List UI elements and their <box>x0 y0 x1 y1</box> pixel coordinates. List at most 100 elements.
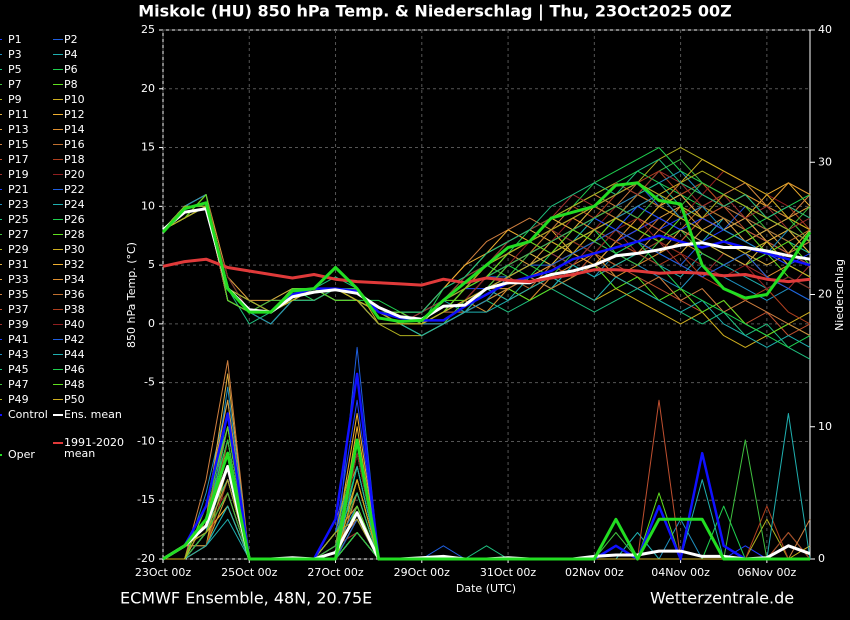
legend-label: P12 <box>64 108 85 121</box>
legend-label: P47 <box>8 378 29 391</box>
y-tick-label: 0 <box>148 317 155 330</box>
legend-label: P33 <box>8 273 29 286</box>
y2-tick-label: 20 <box>818 288 832 301</box>
legend-swatch <box>53 84 63 85</box>
legend-item: P37 <box>0 304 29 315</box>
legend-label: P15 <box>8 138 29 151</box>
legend-label: P49 <box>8 393 29 406</box>
legend-label: P26 <box>64 213 85 226</box>
legend-label: P29 <box>8 243 29 256</box>
legend-label: P1 <box>8 33 22 46</box>
legend-label: P7 <box>8 78 22 91</box>
legend-label: P17 <box>8 153 29 166</box>
legend-item: P42 <box>53 334 85 345</box>
legend-item: P49 <box>0 394 29 405</box>
legend-label: P28 <box>64 228 85 241</box>
legend-item: P12 <box>53 109 85 120</box>
legend-item: P25 <box>0 214 29 225</box>
legend-swatch <box>53 99 63 100</box>
legend-item: P29 <box>0 244 29 255</box>
legend-swatch <box>53 189 63 190</box>
legend-swatch <box>53 249 63 250</box>
y-tick-label: 10 <box>141 199 155 212</box>
legend-item: P31 <box>0 259 29 270</box>
chart-title: Miskolc (HU) 850 hPa Temp. & Niederschla… <box>138 2 732 22</box>
legend-label: P21 <box>8 183 29 196</box>
legend-item: P9 <box>0 94 22 105</box>
legend-swatch <box>0 99 2 100</box>
precip-line <box>162 465 810 560</box>
precip-line <box>163 452 810 560</box>
precip-line <box>163 465 810 560</box>
precip-line <box>162 438 810 561</box>
precip-line <box>163 452 811 560</box>
precip-line <box>163 452 810 560</box>
legend-item: P26 <box>53 214 85 225</box>
legend-label: P31 <box>8 258 29 271</box>
legend-item: P45 <box>0 364 29 375</box>
legend-swatch <box>53 324 63 325</box>
legend-swatch <box>0 369 2 370</box>
legend-item: P27 <box>0 229 29 240</box>
legend-swatch <box>53 159 63 160</box>
legend-swatch <box>0 69 2 70</box>
legend-item: P21 <box>0 184 29 195</box>
legend-item: P30 <box>53 244 85 255</box>
precip-line <box>163 465 810 560</box>
legend-item: P7 <box>0 79 22 90</box>
legend-label: P32 <box>64 258 85 271</box>
legend-item: P19 <box>0 169 29 180</box>
precip-line <box>163 399 810 560</box>
legend-item: P18 <box>53 154 85 165</box>
legend-label: P39 <box>8 318 29 331</box>
legend-label: Ens. mean <box>64 408 122 421</box>
legend-item: P36 <box>53 289 85 300</box>
legend-item: P33 <box>0 274 29 285</box>
legend-item: P38 <box>53 304 85 315</box>
legend-swatch <box>0 159 2 160</box>
legend-label: 1991-2020 mean <box>64 436 124 460</box>
legend-swatch <box>53 339 63 340</box>
legend-swatch <box>0 264 2 265</box>
legend-swatch <box>0 399 2 400</box>
legend-item: Oper <box>0 449 35 460</box>
legend-label: P14 <box>64 123 85 136</box>
legend-swatch <box>53 414 63 416</box>
legend-label: P23 <box>8 198 29 211</box>
legend-label: P34 <box>64 273 85 286</box>
legend-swatch <box>53 204 63 205</box>
legend-label: P45 <box>8 363 29 376</box>
legend-item: P14 <box>53 124 85 135</box>
legend-label: P3 <box>8 48 22 61</box>
temp-line <box>162 257 811 287</box>
legend-item: Control <box>0 409 48 420</box>
legend-item: P40 <box>53 319 85 330</box>
legend-label: P6 <box>64 63 78 76</box>
legend-swatch <box>0 219 2 220</box>
legend-label: P16 <box>64 138 85 151</box>
precip-line <box>162 465 810 560</box>
legend-label: P4 <box>64 48 78 61</box>
y-tick-label: -10 <box>137 434 155 447</box>
legend-label: P5 <box>8 63 22 76</box>
precip-line <box>163 399 810 560</box>
legend-label: P41 <box>8 333 29 346</box>
legend-item: P41 <box>0 334 29 345</box>
footer-left: ECMWF Ensemble, 48N, 20.75E <box>120 589 372 608</box>
legend-label: P30 <box>64 243 85 256</box>
x-axis-label: Date (UTC) <box>456 582 516 595</box>
x-tick-label: 27Oct 00z <box>307 566 364 579</box>
legend-item: P24 <box>53 199 85 210</box>
legend-swatch <box>53 354 63 355</box>
legend-swatch <box>0 249 2 250</box>
y-tick-label: -15 <box>137 493 155 506</box>
legend-label: P35 <box>8 288 29 301</box>
legend-label: P42 <box>64 333 85 346</box>
legend-label: P22 <box>64 183 85 196</box>
precip-line <box>163 465 810 560</box>
legend-swatch <box>0 234 2 235</box>
legend-item: P2 <box>53 34 78 45</box>
legend-swatch <box>0 279 2 280</box>
precip-line <box>162 346 810 560</box>
legend-item: P15 <box>0 139 29 150</box>
